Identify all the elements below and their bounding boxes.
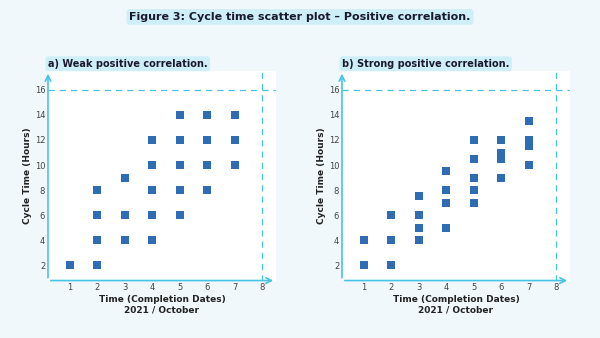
Point xyxy=(148,238,157,243)
Point xyxy=(203,112,212,118)
Point xyxy=(414,213,424,218)
Point xyxy=(497,150,506,155)
Point xyxy=(120,175,130,180)
Point xyxy=(230,112,239,118)
Point xyxy=(230,162,239,168)
Point xyxy=(175,213,185,218)
Point xyxy=(359,263,369,268)
Point xyxy=(414,225,424,231)
Point xyxy=(203,188,212,193)
Point xyxy=(469,156,479,162)
Y-axis label: Cycle Time (Hours): Cycle Time (Hours) xyxy=(23,127,32,224)
Point xyxy=(469,188,479,193)
Point xyxy=(524,162,533,168)
Point xyxy=(175,162,185,168)
Point xyxy=(497,156,506,162)
Point xyxy=(92,263,102,268)
X-axis label: Time (Completion Dates)
2021 / October: Time (Completion Dates) 2021 / October xyxy=(98,295,226,314)
Point xyxy=(120,238,130,243)
Point xyxy=(148,213,157,218)
Point xyxy=(524,137,533,143)
X-axis label: Time (Completion Dates)
2021 / October: Time (Completion Dates) 2021 / October xyxy=(392,295,520,314)
Point xyxy=(203,137,212,143)
Point xyxy=(497,175,506,180)
Point xyxy=(148,137,157,143)
Point xyxy=(386,213,396,218)
Point xyxy=(442,225,451,231)
Point xyxy=(92,213,102,218)
Point xyxy=(175,188,185,193)
Point xyxy=(469,137,479,143)
Point xyxy=(175,137,185,143)
Y-axis label: Cycle Time (Hours): Cycle Time (Hours) xyxy=(317,127,326,224)
Point xyxy=(524,119,533,124)
Text: b) Strong positive correlation.: b) Strong positive correlation. xyxy=(342,59,509,69)
Point xyxy=(469,175,479,180)
Point xyxy=(414,238,424,243)
Point xyxy=(120,213,130,218)
Text: Figure 3: Cycle time scatter plot – Positive correlation.: Figure 3: Cycle time scatter plot – Posi… xyxy=(130,12,470,22)
Point xyxy=(65,263,75,268)
Point xyxy=(175,112,185,118)
Point xyxy=(442,188,451,193)
Point xyxy=(469,200,479,206)
Text: a) Weak positive correlation.: a) Weak positive correlation. xyxy=(48,59,208,69)
Point xyxy=(148,162,157,168)
Point xyxy=(203,162,212,168)
Point xyxy=(92,188,102,193)
Point xyxy=(386,238,396,243)
Point xyxy=(92,238,102,243)
Point xyxy=(442,200,451,206)
Point xyxy=(148,188,157,193)
Point xyxy=(230,137,239,143)
Point xyxy=(359,238,369,243)
Point xyxy=(497,137,506,143)
Point xyxy=(442,169,451,174)
Point xyxy=(386,263,396,268)
Point xyxy=(524,144,533,149)
Point xyxy=(414,194,424,199)
